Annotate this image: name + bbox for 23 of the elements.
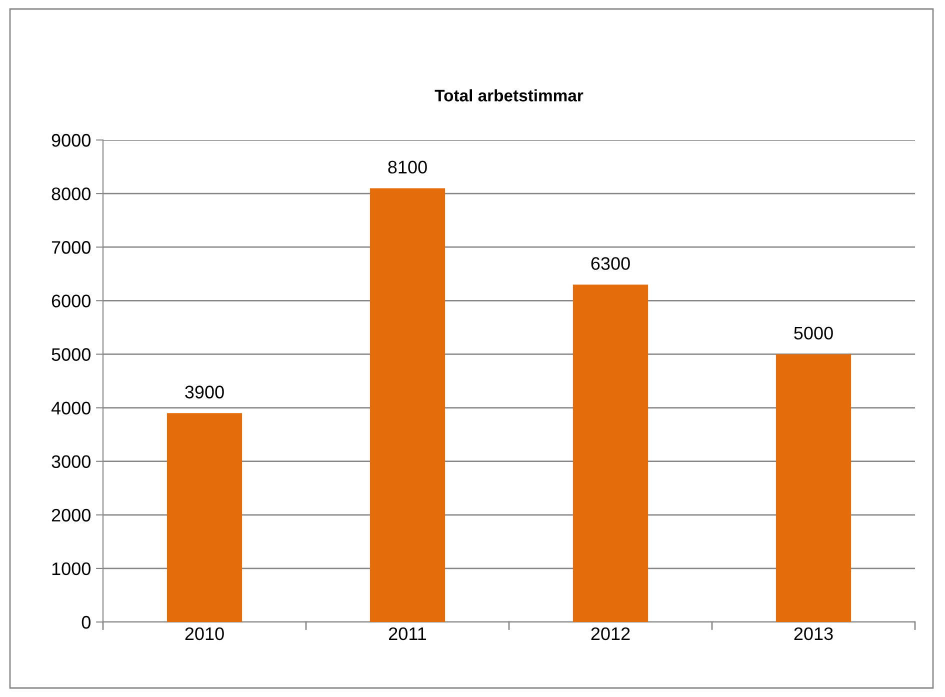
data-label: 6300 [591, 257, 630, 270]
x-tick-label: 2012 [591, 627, 630, 640]
y-tick-label: 7000 [52, 241, 90, 254]
data-label: 5000 [794, 326, 833, 340]
bar [370, 188, 446, 622]
x-tick-label: 2010 [185, 627, 224, 640]
y-tick-label: 8000 [52, 187, 90, 200]
data-label: 8100 [388, 160, 427, 174]
x-tick-label: 2011 [388, 627, 426, 640]
data-label: 3900 [185, 386, 224, 398]
y-tick-label: 0 [82, 616, 90, 629]
bar [776, 354, 852, 622]
y-tick-label: 2000 [52, 508, 90, 522]
bar [166, 413, 242, 622]
y-tick-label: 3000 [52, 455, 90, 468]
y-tick-label: 6000 [52, 294, 90, 308]
y-tick-label: 4000 [51, 402, 90, 414]
y-tick-label: 1000 [52, 562, 90, 576]
x-tick-label: 2013 [794, 627, 833, 640]
bar [572, 284, 648, 622]
chart-title: Total arbetstimmar [434, 89, 584, 102]
y-tick-label: 9000 [52, 134, 90, 147]
y-tick-label: 5000 [52, 348, 90, 361]
